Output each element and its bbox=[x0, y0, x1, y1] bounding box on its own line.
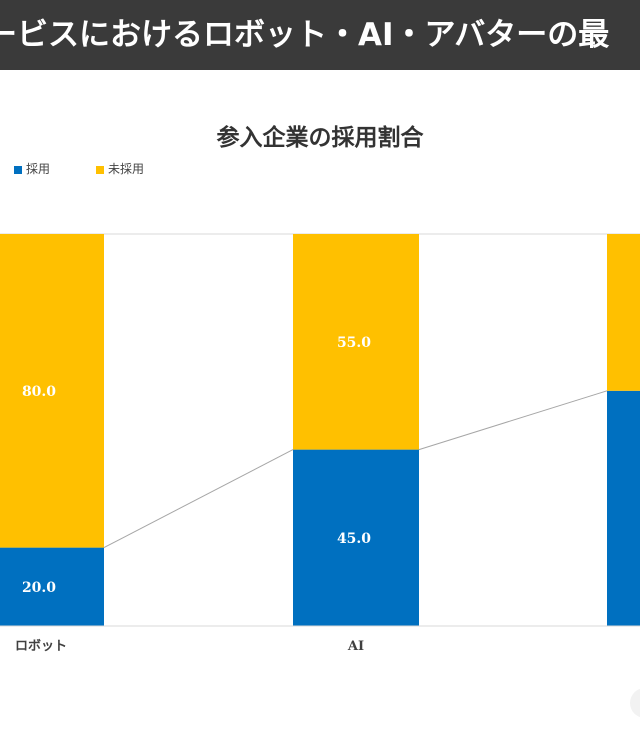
x-tick-label: AI bbox=[347, 639, 364, 654]
data-label: 80.0 bbox=[22, 384, 56, 400]
legend-item-not-adopted: 未採用 bbox=[96, 160, 144, 177]
data-label: 55.0 bbox=[337, 335, 371, 351]
bar-segment-adopted bbox=[607, 390, 640, 626]
chart-title: 参入企業の採用割合 bbox=[216, 125, 424, 151]
legend-swatch-not-adopted bbox=[96, 165, 104, 174]
series-line bbox=[418, 390, 608, 451]
series-line bbox=[103, 449, 294, 549]
data-label: 20.0 bbox=[22, 580, 56, 596]
page-banner: ービスにおけるロボット・AI・アバターの最 bbox=[0, 0, 640, 70]
bar-segment-adopted bbox=[293, 449, 419, 626]
bar-segment-adopted bbox=[0, 547, 104, 626]
scroll-button[interactable] bbox=[630, 688, 640, 718]
bar-segment-not-adopted bbox=[607, 234, 640, 391]
legend-label-adopted: 採用 bbox=[26, 162, 51, 176]
legend-item-adopted: 採用 bbox=[14, 160, 50, 177]
data-label: 45.0 bbox=[337, 531, 371, 547]
bar-segment-not-adopted bbox=[0, 234, 104, 548]
legend-label-not-adopted: 未採用 bbox=[108, 162, 145, 176]
legend-swatch-adopted bbox=[14, 165, 22, 174]
bar-segment-not-adopted bbox=[293, 234, 419, 450]
banner-title: ービスにおけるロボット・AI・アバターの最 bbox=[0, 17, 610, 53]
x-tick-label: ロボット bbox=[15, 638, 67, 654]
